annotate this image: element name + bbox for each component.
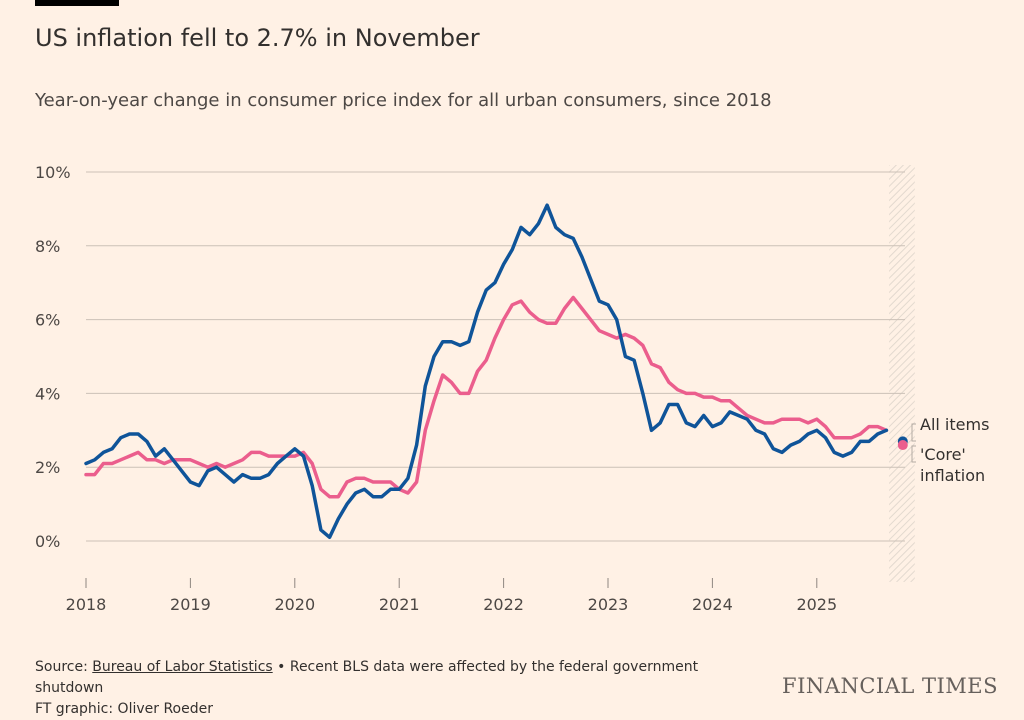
all-items-line	[84, 203, 889, 540]
x-tick-label: 2022	[483, 595, 524, 614]
legend-bracket-all-items	[911, 423, 916, 442]
source-link[interactable]: Bureau of Labor Statistics	[92, 659, 273, 675]
x-tick-label: 2024	[692, 595, 733, 614]
y-tick-label: 4%	[35, 384, 60, 403]
x-tick-label: 2018	[66, 595, 107, 614]
source-text: • Recent BLS data were affected by the f…	[35, 659, 699, 696]
y-tick-label: 8%	[35, 237, 60, 256]
source-note: Source: Bureau of Labor Statistics • Rec…	[35, 657, 755, 720]
x-tick-label: 2020	[274, 595, 315, 614]
y-tick-label: 6%	[35, 311, 60, 330]
x-tick-label: 2023	[588, 595, 629, 614]
legend-label: All items	[920, 415, 989, 434]
legend-bracket-core	[911, 445, 916, 463]
x-tick-label: 2019	[170, 595, 211, 614]
y-tick-label: 2%	[35, 458, 60, 477]
y-tick-label: 0%	[35, 532, 60, 551]
x-tick-label: 2025	[796, 595, 837, 614]
core-inflation-line	[84, 295, 889, 499]
ft-top-bar	[35, 0, 119, 6]
legend-label: inflation	[920, 466, 985, 485]
chart-subtitle: Year-on-year change in consumer price in…	[35, 90, 772, 111]
shutdown-shaded-area	[889, 165, 915, 582]
y-tick-label: 10%	[35, 163, 71, 182]
graphic-credit: FT graphic: Oliver Roeder	[35, 701, 213, 717]
chart-title: US inflation fell to 2.7% in November	[35, 24, 480, 52]
line-chart: 0% 2% 4% 6% 8% 10% 2018 2019 2020 2021 2022 2023 20…	[35, 163, 989, 614]
source-prefix: Source:	[35, 659, 93, 675]
legend-label: 'Core'	[920, 445, 966, 464]
x-tick-label: 2021	[379, 595, 420, 614]
ft-logo: FINANCIAL TIMES	[782, 674, 998, 698]
core-latest-dot	[897, 440, 908, 451]
